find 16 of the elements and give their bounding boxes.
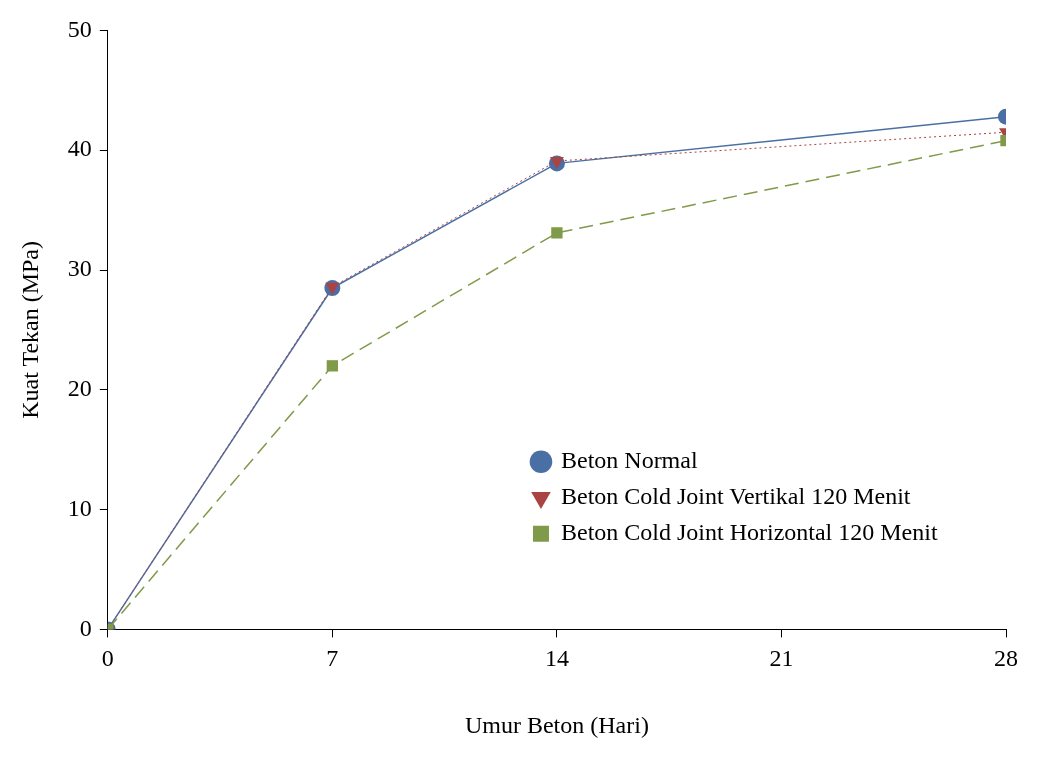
- legend-label: Beton Normal: [560, 447, 698, 474]
- x-axis-title: Umur Beton (Hari): [464, 711, 649, 738]
- legend-label: Beton Cold Joint Horizontal 120 Menit: [560, 519, 938, 546]
- y-axis-title: Kuat Tekan (MPa): [16, 240, 43, 419]
- y-tick-label: 40: [67, 135, 92, 162]
- x-tick-label: 28: [994, 645, 1018, 672]
- y-tick-label: 30: [67, 255, 92, 282]
- y-tick-label: 50: [67, 15, 92, 42]
- x-tick-label: 14: [544, 645, 569, 672]
- y-tick-label: 10: [67, 494, 92, 521]
- x-tick-label: 0: [101, 645, 114, 672]
- legend-label: Beton Cold Joint Vertikal 120 Menit: [560, 483, 911, 510]
- y-tick-label: 20: [67, 375, 92, 402]
- x-tick-label: 7: [326, 645, 339, 672]
- x-tick-label: 21: [769, 645, 794, 672]
- y-tick-label: 0: [79, 614, 92, 641]
